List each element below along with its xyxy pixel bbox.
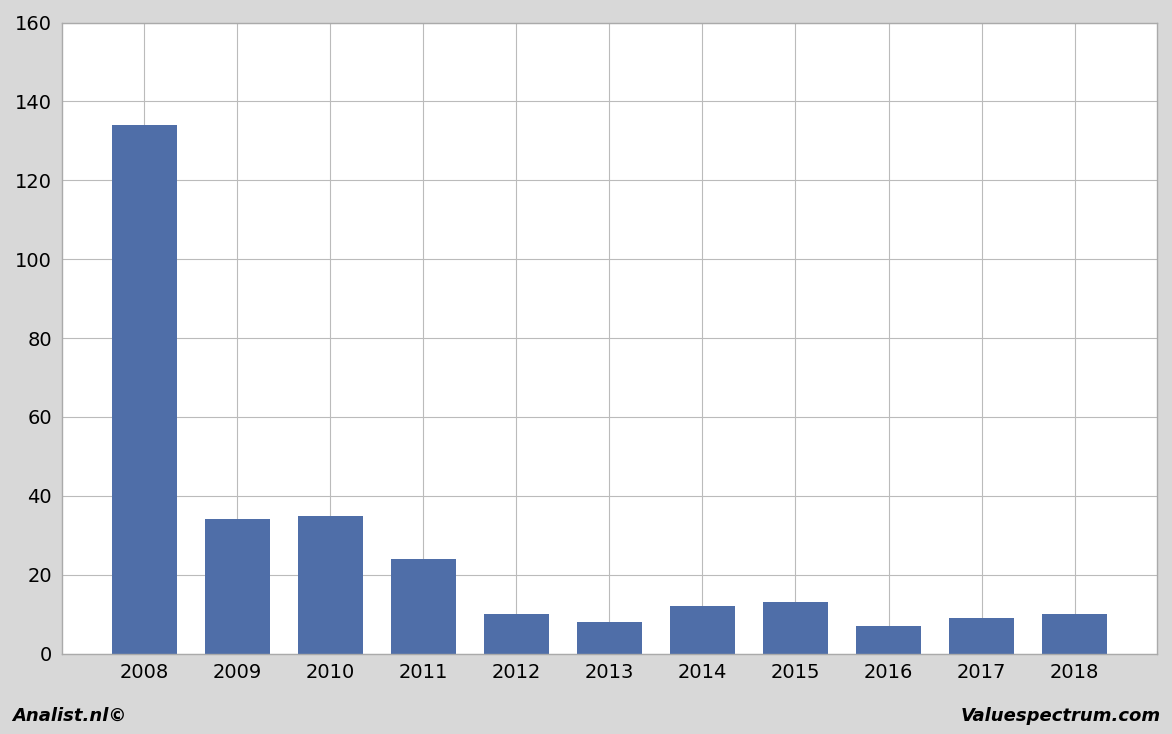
Bar [577, 622, 642, 653]
Text: Valuespectrum.com: Valuespectrum.com [960, 707, 1160, 725]
Bar [1042, 614, 1108, 653]
Text: Analist.nl©: Analist.nl© [12, 707, 127, 725]
Bar [298, 515, 363, 653]
Bar [484, 614, 548, 653]
Bar [856, 626, 921, 653]
Bar [763, 603, 829, 653]
Bar [205, 520, 270, 653]
Bar [670, 606, 735, 653]
Bar [949, 618, 1014, 653]
Bar [390, 559, 456, 653]
Bar [111, 125, 177, 653]
